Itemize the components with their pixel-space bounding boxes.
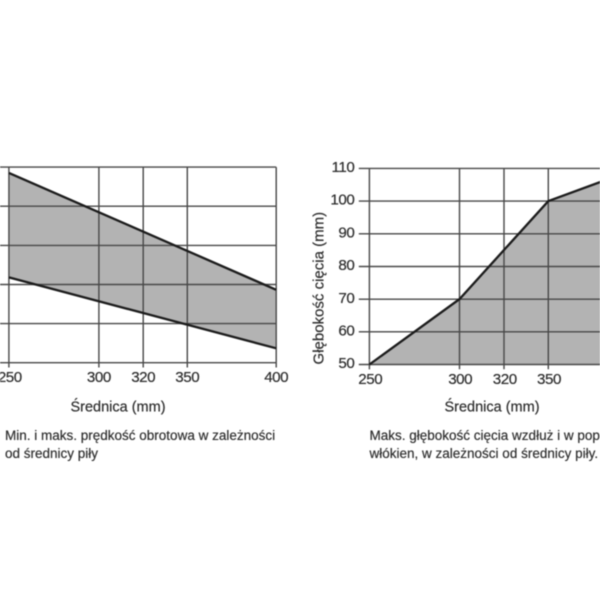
svg-text:320: 320	[131, 369, 155, 386]
svg-text:Średnica (mm): Średnica (mm)	[70, 398, 165, 416]
svg-text:350: 350	[175, 369, 199, 386]
svg-text:70: 70	[338, 290, 354, 307]
svg-text:Głębokość cięcia (mm): Głębokość cięcia (mm)	[311, 212, 328, 365]
svg-text:80: 80	[338, 257, 354, 274]
svg-text:400: 400	[264, 369, 288, 386]
svg-text:60: 60	[338, 322, 354, 339]
svg-text:350: 350	[537, 371, 561, 388]
svg-text:250: 250	[358, 371, 382, 388]
svg-text:100: 100	[330, 192, 354, 209]
svg-text:Średnica (mm): Średnica (mm)	[444, 398, 539, 416]
svg-text:320: 320	[493, 371, 517, 388]
svg-text:300: 300	[87, 369, 111, 386]
svg-text:300: 300	[448, 371, 472, 388]
svg-text:90: 90	[338, 224, 354, 241]
svg-text:50: 50	[338, 355, 354, 372]
svg-text:250: 250	[0, 369, 22, 386]
svg-text:110: 110	[332, 159, 355, 176]
